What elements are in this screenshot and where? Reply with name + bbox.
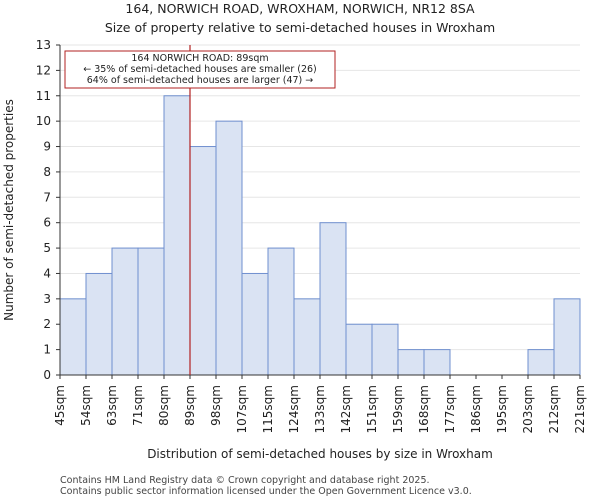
x-tick-label: 54sqm — [79, 385, 93, 426]
x-tick-label: 186sqm — [469, 385, 483, 433]
annotation-line-1: 164 NORWICH ROAD: 89sqm — [131, 53, 268, 64]
x-tick-label: 45sqm — [53, 385, 67, 426]
y-tick-label: 12 — [36, 63, 51, 77]
x-tick-label: 133sqm — [313, 385, 327, 433]
x-tick-label: 124sqm — [287, 385, 301, 433]
x-tick-label: 168sqm — [417, 385, 431, 433]
y-tick-label: 4 — [43, 266, 51, 280]
chart-title: 164, NORWICH ROAD, WROXHAM, NORWICH, NR1… — [125, 1, 475, 16]
bar-107sqm — [241, 272, 269, 376]
y-tick-label: 0 — [43, 368, 51, 382]
annotation-border — [64, 50, 336, 89]
x-tick-label: 151sqm — [365, 385, 379, 433]
y-tick-label: 1 — [43, 343, 51, 357]
x-tick-label: 71sqm — [131, 385, 145, 426]
bar-80sqm — [163, 95, 191, 376]
annotation-line-2: ← 35% of semi-detached houses are smalle… — [83, 64, 317, 75]
annotation-box: 164 NORWICH ROAD: 89sqm ← 35% of semi-de… — [64, 50, 336, 89]
x-tick-label: 177sqm — [443, 385, 457, 433]
annotation-line-3: 64% of semi-detached houses are larger (… — [87, 75, 314, 86]
y-tick-label: 5 — [43, 241, 51, 255]
bar-133sqm — [319, 222, 347, 376]
bar-89sqm — [189, 146, 217, 376]
x-tick-label: 80sqm — [157, 385, 171, 426]
y-tick-label: 3 — [43, 292, 51, 306]
y-tick-label: 2 — [43, 317, 51, 331]
y-tick-label: 11 — [36, 89, 51, 103]
bar-212sqm — [553, 298, 581, 376]
y-axis-label: Number of semi-detached properties — [2, 99, 16, 321]
x-tick-label: 203sqm — [521, 385, 535, 433]
bar-124sqm — [293, 298, 321, 376]
footer-line-2: Contains public sector information licen… — [60, 486, 472, 497]
bar-54sqm — [85, 272, 113, 376]
x-tick-label: 63sqm — [105, 385, 119, 426]
x-tick-label: 115sqm — [261, 385, 275, 433]
y-tick-label: 7 — [43, 190, 51, 204]
bar-98sqm — [215, 120, 243, 376]
bar-45sqm — [59, 298, 87, 376]
bar-115sqm — [267, 247, 295, 376]
footer-line-1: Contains HM Land Registry data © Crown c… — [60, 475, 430, 486]
y-tick-label: 6 — [43, 216, 51, 230]
bar-63sqm — [111, 247, 139, 376]
bar-203sqm — [527, 349, 555, 376]
x-tick-label: 98sqm — [209, 385, 223, 426]
y-tick-label: 10 — [36, 114, 51, 128]
y-tick-label: 9 — [43, 140, 51, 154]
bar-159sqm — [397, 349, 425, 376]
x-tick-label: 221sqm — [573, 385, 587, 433]
x-tick-label: 212sqm — [547, 385, 561, 433]
x-axis-label: Distribution of semi-detached houses by … — [147, 447, 493, 461]
x-tick-label: 89sqm — [183, 385, 197, 426]
y-tick-label: 8 — [43, 165, 51, 179]
bar-168sqm — [423, 349, 451, 376]
chart-subtitle: Size of property relative to semi-detach… — [105, 20, 495, 35]
bar-142sqm — [345, 323, 373, 376]
x-tick-label: 195sqm — [495, 385, 509, 433]
x-tick-label: 159sqm — [391, 385, 405, 433]
bar-151sqm — [371, 323, 399, 376]
x-tick-label: 107sqm — [235, 385, 249, 433]
bar-71sqm — [137, 247, 165, 376]
x-tick-label: 142sqm — [339, 385, 353, 433]
y-tick-label: 13 — [36, 38, 51, 52]
